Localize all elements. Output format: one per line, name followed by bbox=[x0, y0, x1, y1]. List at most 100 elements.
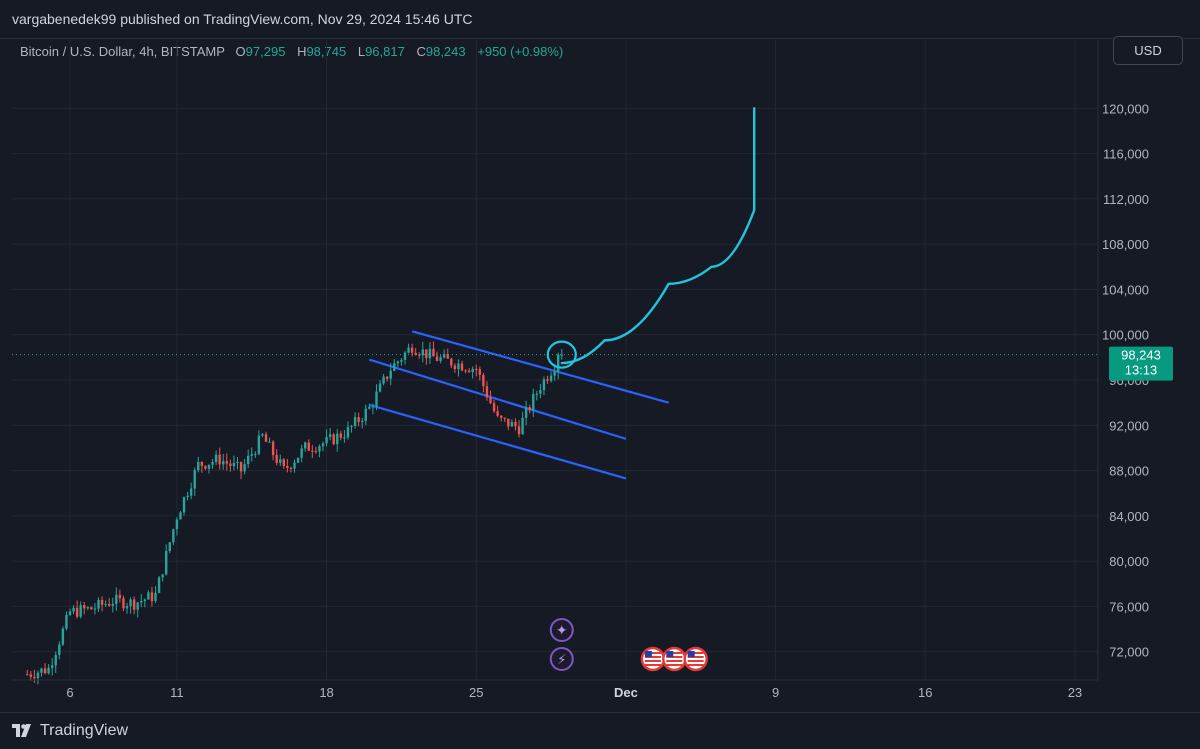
projection-curve[interactable] bbox=[560, 107, 756, 365]
candle-body bbox=[279, 459, 282, 463]
x-tick-label: 23 bbox=[1068, 685, 1082, 700]
x-tick-label: 16 bbox=[918, 685, 932, 700]
candle-body bbox=[482, 374, 485, 387]
candle-body bbox=[282, 459, 286, 467]
candle-body bbox=[257, 435, 261, 455]
flag-stripe bbox=[687, 660, 704, 662]
y-tick-label: 108,000 bbox=[1102, 237, 1149, 252]
star-glyph: ✦ bbox=[556, 623, 568, 639]
candle-body bbox=[97, 599, 100, 609]
candle-body bbox=[86, 607, 90, 609]
candle-body bbox=[204, 465, 207, 469]
lightning-glyph: ⚡ bbox=[557, 653, 566, 668]
candle-body bbox=[47, 667, 50, 674]
y-tick-label: 104,000 bbox=[1102, 282, 1149, 297]
candle-body bbox=[239, 462, 243, 472]
candle-body bbox=[457, 363, 460, 370]
candle-body bbox=[232, 462, 236, 467]
candle-body bbox=[296, 457, 300, 463]
channel-line[interactable] bbox=[411, 330, 669, 404]
flag-canton bbox=[644, 651, 652, 657]
candle-body bbox=[453, 365, 457, 370]
candle-body bbox=[79, 605, 82, 617]
x-tick-label: Dec bbox=[614, 685, 638, 700]
symbol-legend: Bitcoin / U.S. Dollar, 4h, BITSTAMP O97,… bbox=[20, 44, 563, 59]
candle-body bbox=[175, 519, 179, 530]
x-tick-label: 18 bbox=[319, 685, 333, 700]
candle-body bbox=[496, 411, 499, 416]
candle-body bbox=[243, 464, 246, 472]
candle-body bbox=[450, 358, 453, 366]
x-tick-label: 25 bbox=[469, 685, 483, 700]
candle-body bbox=[293, 462, 296, 469]
candle-body bbox=[147, 592, 150, 600]
candle-body bbox=[371, 406, 375, 408]
y-tick-label: 72,000 bbox=[1109, 645, 1149, 660]
star-event-icon[interactable] bbox=[549, 618, 574, 642]
candle-body bbox=[40, 668, 43, 673]
candle-body bbox=[254, 454, 257, 456]
price-chart[interactable]: 120,000 116,000 112,000 108,000 104,000 100,0… bbox=[0, 0, 1200, 712]
candle-body bbox=[68, 611, 72, 615]
candle-body bbox=[125, 606, 129, 609]
x-tick-label: 6 bbox=[66, 685, 73, 700]
low-value: 96,817 bbox=[365, 44, 405, 59]
y-tick-label: 76,000 bbox=[1109, 599, 1149, 614]
candle-body bbox=[549, 375, 553, 381]
candle-body bbox=[557, 354, 560, 372]
channel-line[interactable] bbox=[369, 358, 627, 440]
candle-body bbox=[389, 370, 392, 379]
us-flag-event-icon[interactable] bbox=[683, 646, 708, 672]
currency-button[interactable]: USD bbox=[1113, 36, 1183, 65]
open-value: 97,295 bbox=[245, 44, 286, 59]
breakout-circle[interactable] bbox=[546, 340, 577, 369]
candle-body bbox=[339, 433, 343, 438]
candle-body bbox=[129, 599, 132, 607]
open-label: O bbox=[235, 44, 246, 59]
candle-body bbox=[542, 379, 546, 391]
candle-body bbox=[43, 668, 47, 674]
candle-body bbox=[475, 368, 478, 370]
candle-body bbox=[161, 574, 164, 578]
flag-stripe bbox=[644, 660, 661, 662]
candle-body bbox=[361, 420, 364, 422]
channel-line[interactable] bbox=[369, 403, 627, 480]
candle-body bbox=[432, 348, 435, 357]
projection-drawing[interactable] bbox=[546, 107, 756, 369]
channel-lines[interactable] bbox=[369, 330, 669, 480]
close-label: C bbox=[416, 44, 426, 59]
candle-body bbox=[140, 600, 143, 603]
flag-stripe bbox=[687, 664, 704, 666]
flag-stripe bbox=[687, 652, 704, 654]
y-tick-label: 88,000 bbox=[1109, 464, 1149, 479]
candle-body bbox=[75, 607, 79, 617]
candle-body bbox=[197, 461, 200, 471]
candle-body bbox=[375, 391, 378, 407]
tradingview-logo[interactable]: TradingView bbox=[12, 722, 128, 740]
y-tick-label: 92,000 bbox=[1109, 418, 1149, 433]
candle-body bbox=[261, 434, 264, 436]
symbol-name[interactable]: Bitcoin / U.S. Dollar, 4h, BITSTAMP bbox=[20, 44, 225, 59]
flag-stripe bbox=[666, 660, 683, 662]
candle-body bbox=[385, 376, 389, 379]
y-tick-label: 116,000 bbox=[1103, 147, 1149, 162]
candle-body bbox=[115, 594, 118, 604]
lightning-event-icon[interactable] bbox=[549, 647, 574, 671]
candle-body bbox=[407, 347, 410, 353]
candle-body bbox=[268, 441, 271, 443]
us-flag-event-icon[interactable] bbox=[640, 646, 666, 672]
candle-body bbox=[382, 376, 385, 384]
time-axis[interactable]: 6 11 18 25 Dec 9 16 23 bbox=[12, 679, 1098, 700]
us-flag-event-icon[interactable] bbox=[662, 646, 687, 672]
candle-body bbox=[111, 603, 114, 606]
event-markers[interactable]: ✦⚡ bbox=[549, 618, 708, 672]
price-axis[interactable]: 120,000 116,000 112,000 108,000 104,000 100,0… bbox=[1097, 40, 1149, 680]
candle-body bbox=[179, 512, 182, 520]
y-tick-label: 80,000 bbox=[1109, 554, 1149, 569]
candle-body bbox=[393, 363, 396, 371]
candle-body bbox=[311, 450, 314, 452]
candle-body bbox=[275, 455, 278, 463]
candle-body bbox=[471, 368, 474, 373]
candle-body bbox=[264, 434, 268, 442]
candle-body bbox=[364, 408, 367, 421]
